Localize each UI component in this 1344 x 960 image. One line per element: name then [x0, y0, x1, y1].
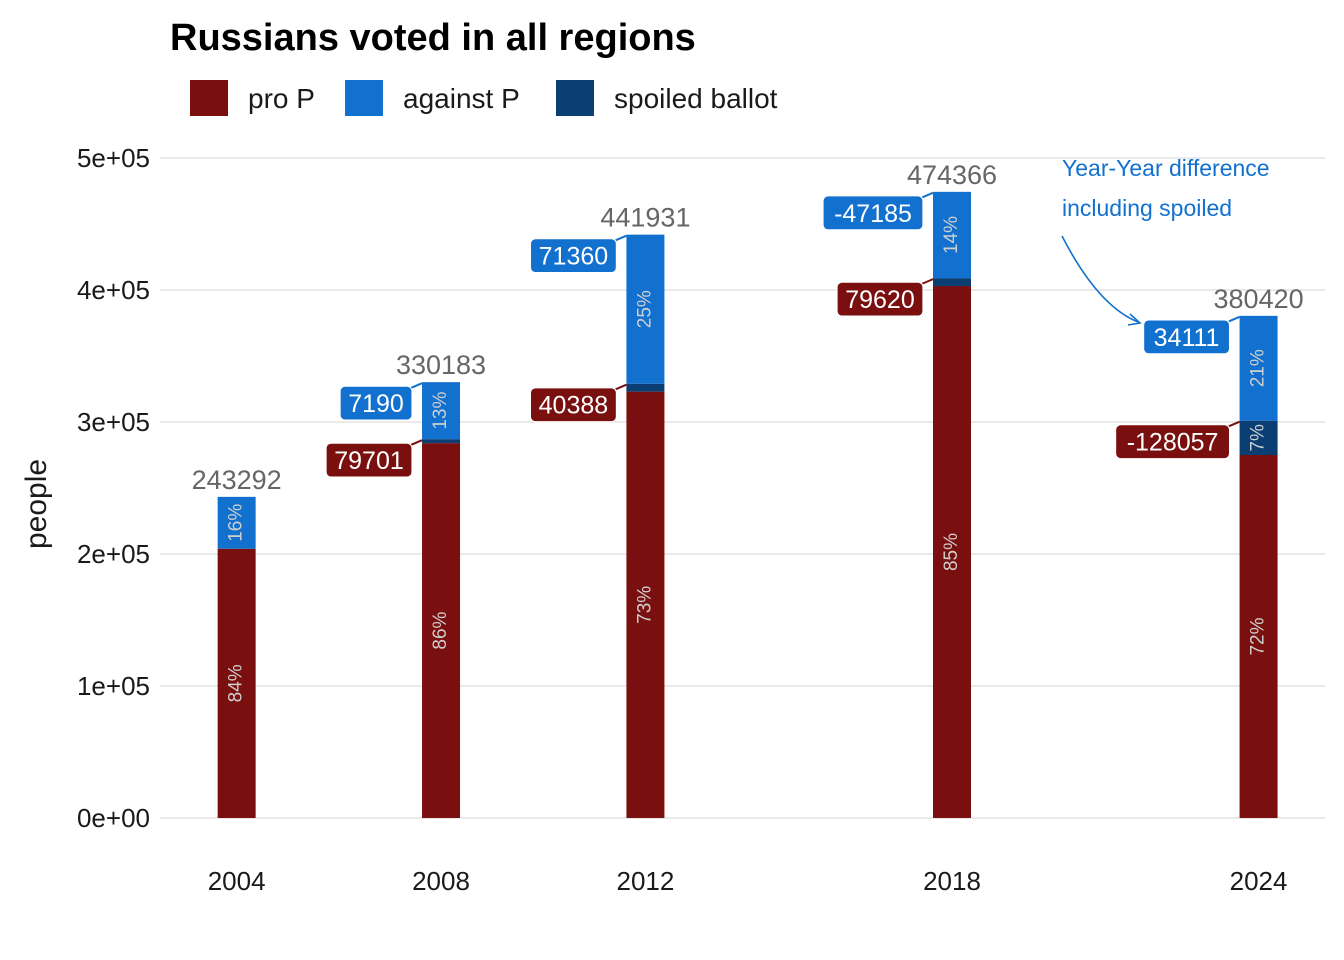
y-tick-label: 4e+05 [77, 275, 150, 305]
against-diff-label: 7190 [348, 390, 404, 418]
against-diff-label: 34111 [1154, 324, 1220, 352]
legend-label: spoiled ballot [614, 83, 778, 114]
pro-diff-label: 79701 [334, 447, 404, 475]
legend-label: against P [403, 83, 520, 114]
y-tick-label: 3e+05 [77, 407, 150, 437]
chart-title: Russians voted in all regions [170, 17, 696, 59]
annotation: Year-Year difference including spoiled [1061, 155, 1270, 326]
x-axis: 2004 2008 2012 2018 2024 [208, 866, 1288, 896]
annotation-line-1: Year-Year difference [1062, 155, 1270, 181]
legend-swatch [345, 80, 383, 116]
bar-against [217, 496, 256, 549]
bar-spoiled [932, 278, 971, 287]
x-tick-label: 2018 [923, 866, 981, 896]
pro-diff-label-box [836, 281, 924, 317]
total-label: 380420 [1214, 284, 1304, 314]
pro-diff-label: 79620 [845, 286, 915, 314]
pro-pct-label: 85% [941, 533, 962, 571]
bar-against [626, 234, 665, 384]
legend-label: pro P [248, 83, 315, 114]
annotation-arrow [1061, 235, 1139, 323]
bar-against [932, 191, 971, 279]
against-diff-label-box [339, 385, 413, 421]
y-axis: 0e+00 1e+05 2e+05 3e+05 4e+05 5e+05 [77, 143, 150, 833]
bar-against [1239, 315, 1278, 421]
total-label: 441931 [600, 203, 690, 233]
pro-pct-label: 86% [430, 611, 451, 649]
annotation-line-2: including spoiled [1062, 195, 1232, 221]
against-pct-label: 25% [634, 290, 655, 328]
pro-pct-label: 73% [634, 586, 655, 624]
y-tick-label: 2e+05 [77, 539, 150, 569]
pro-diff-label-box [1114, 424, 1231, 460]
pro-diff-label-box [529, 387, 618, 423]
bar-pro [626, 391, 665, 818]
total-label: 474366 [907, 160, 997, 190]
y-axis-label: people [20, 459, 53, 549]
spoiled-pct-label: 7% [1248, 424, 1269, 452]
y-tick-label: 5e+05 [77, 143, 150, 173]
x-tick-label: 2012 [616, 866, 674, 896]
bar-spoiled [1239, 420, 1278, 455]
bar-pro [422, 443, 461, 818]
pro-diff-label-box [325, 442, 413, 478]
pro-pct-label: 72% [1248, 617, 1269, 655]
against-diff-label-box [529, 238, 618, 274]
y-tick-label: 0e+00 [77, 803, 150, 833]
pro-diff-label: -128057 [1127, 429, 1219, 457]
bar-pro [217, 548, 256, 818]
x-tick-label: 2004 [208, 866, 266, 896]
bar-spoiled [422, 439, 461, 444]
bar-spoiled [626, 383, 665, 392]
against-diff-label: -47185 [834, 200, 912, 228]
pro-pct-label: 84% [226, 664, 247, 702]
pro-diff-label: 40388 [539, 392, 609, 420]
against-diff-label-box [822, 195, 924, 231]
bar-pro [1239, 455, 1278, 818]
x-tick-label: 2024 [1230, 866, 1288, 896]
bar-labels: 243292 84% 16% 330183 86% 13% 79701 7190 441931 7… [192, 160, 1304, 703]
grid [160, 157, 1325, 819]
against-pct-label: 13% [430, 392, 451, 430]
legend: pro P against P spoiled ballot [190, 80, 778, 116]
y-tick-label: 1e+05 [77, 671, 150, 701]
legend-swatch [556, 80, 594, 116]
against-diff-label-box [1142, 319, 1231, 355]
against-diff-label: 71360 [539, 243, 609, 271]
against-pct-label: 21% [1248, 349, 1269, 387]
legend-swatch [190, 80, 228, 116]
total-label: 330183 [396, 350, 486, 380]
annotation-arrowhead [1127, 313, 1142, 326]
against-pct-label: 16% [226, 504, 247, 542]
against-pct-label: 14% [941, 216, 962, 254]
bars [217, 191, 1278, 818]
bar-pro [932, 286, 971, 818]
x-tick-label: 2008 [412, 866, 470, 896]
total-label: 243292 [192, 465, 282, 495]
bar-against [422, 382, 461, 440]
